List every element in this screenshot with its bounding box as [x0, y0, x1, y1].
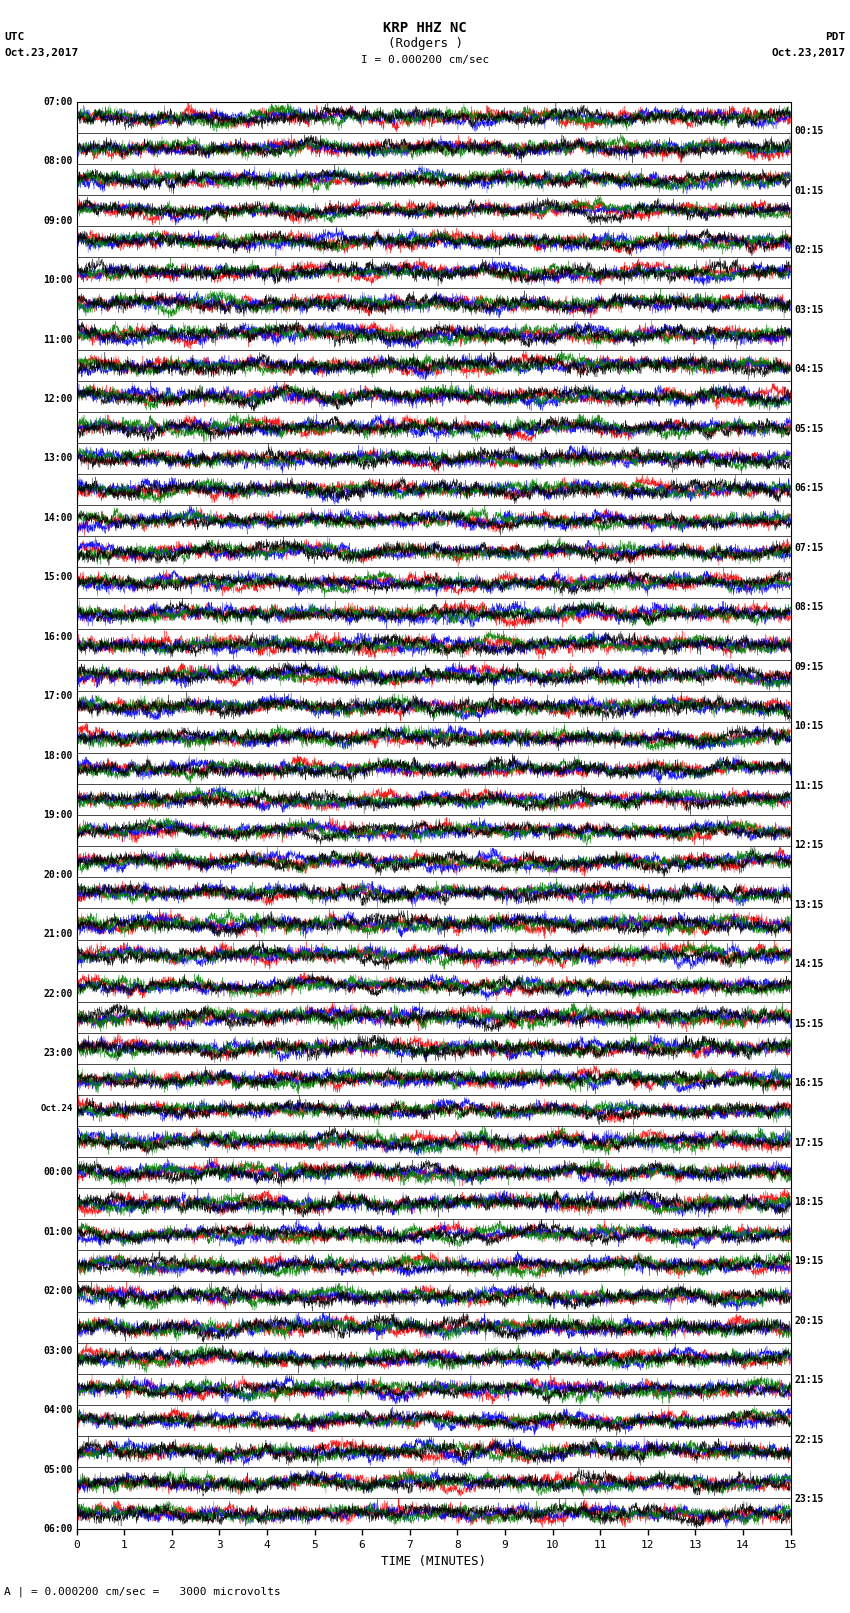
Text: 04:15: 04:15 — [794, 365, 824, 374]
Text: 08:00: 08:00 — [43, 156, 73, 166]
Text: 20:00: 20:00 — [43, 869, 73, 879]
Text: Oct.23,2017: Oct.23,2017 — [772, 48, 846, 58]
Text: UTC: UTC — [4, 32, 25, 42]
Text: 20:15: 20:15 — [794, 1316, 824, 1326]
Text: 05:00: 05:00 — [43, 1465, 73, 1474]
Text: 01:15: 01:15 — [794, 185, 824, 195]
Text: 10:00: 10:00 — [43, 276, 73, 286]
Text: 00:15: 00:15 — [794, 126, 824, 137]
Text: 12:00: 12:00 — [43, 394, 73, 403]
Text: 21:15: 21:15 — [794, 1376, 824, 1386]
Text: 07:00: 07:00 — [43, 97, 73, 106]
Text: 15:15: 15:15 — [794, 1018, 824, 1029]
Text: 23:15: 23:15 — [794, 1494, 824, 1505]
Text: 23:00: 23:00 — [43, 1048, 73, 1058]
Text: 07:15: 07:15 — [794, 542, 824, 553]
Text: 17:15: 17:15 — [794, 1137, 824, 1147]
Text: 03:00: 03:00 — [43, 1345, 73, 1355]
Text: 00:00: 00:00 — [43, 1168, 73, 1177]
Text: 10:15: 10:15 — [794, 721, 824, 731]
Text: 22:15: 22:15 — [794, 1436, 824, 1445]
Text: Oct.23,2017: Oct.23,2017 — [4, 48, 78, 58]
Text: 17:00: 17:00 — [43, 692, 73, 702]
Text: 15:00: 15:00 — [43, 573, 73, 582]
Text: 03:15: 03:15 — [794, 305, 824, 315]
Text: 18:00: 18:00 — [43, 752, 73, 761]
Text: 13:15: 13:15 — [794, 900, 824, 910]
Text: 13:00: 13:00 — [43, 453, 73, 463]
Text: 19:15: 19:15 — [794, 1257, 824, 1266]
X-axis label: TIME (MINUTES): TIME (MINUTES) — [381, 1555, 486, 1568]
Text: 19:00: 19:00 — [43, 810, 73, 821]
Text: 18:15: 18:15 — [794, 1197, 824, 1207]
Text: 09:00: 09:00 — [43, 216, 73, 226]
Text: 11:00: 11:00 — [43, 334, 73, 345]
Text: A | = 0.000200 cm/sec =   3000 microvolts: A | = 0.000200 cm/sec = 3000 microvolts — [4, 1586, 281, 1597]
Text: 02:15: 02:15 — [794, 245, 824, 255]
Text: 08:15: 08:15 — [794, 602, 824, 613]
Text: 01:00: 01:00 — [43, 1227, 73, 1237]
Text: 06:00: 06:00 — [43, 1524, 73, 1534]
Text: 14:15: 14:15 — [794, 960, 824, 969]
Text: 09:15: 09:15 — [794, 661, 824, 671]
Text: KRP HHZ NC: KRP HHZ NC — [383, 21, 467, 35]
Text: PDT: PDT — [825, 32, 846, 42]
Text: 16:00: 16:00 — [43, 632, 73, 642]
Text: I = 0.000200 cm/sec: I = 0.000200 cm/sec — [361, 55, 489, 65]
Text: 04:00: 04:00 — [43, 1405, 73, 1415]
Text: 12:15: 12:15 — [794, 840, 824, 850]
Text: 02:00: 02:00 — [43, 1286, 73, 1297]
Text: 14:00: 14:00 — [43, 513, 73, 523]
Text: 05:15: 05:15 — [794, 424, 824, 434]
Text: 16:15: 16:15 — [794, 1077, 824, 1089]
Text: 21:00: 21:00 — [43, 929, 73, 939]
Text: 06:15: 06:15 — [794, 484, 824, 494]
Text: Oct.24: Oct.24 — [41, 1103, 73, 1113]
Text: (Rodgers ): (Rodgers ) — [388, 37, 462, 50]
Text: 11:15: 11:15 — [794, 781, 824, 790]
Text: 22:00: 22:00 — [43, 989, 73, 998]
